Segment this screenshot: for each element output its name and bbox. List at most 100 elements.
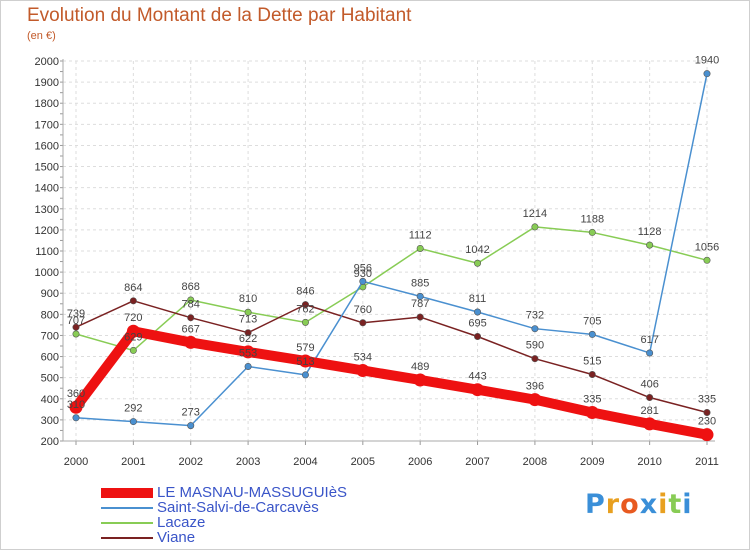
data-label: 335 [698, 394, 716, 406]
data-label: 707 [67, 315, 85, 327]
data-point [588, 370, 596, 378]
y-tick-label: 300 [41, 415, 59, 427]
data-label: 335 [583, 394, 601, 406]
data-point [244, 329, 252, 337]
x-tick-label: 2007 [465, 456, 489, 468]
y-tick-label: 2000 [35, 56, 59, 68]
data-label: 720 [124, 312, 142, 324]
data-label: 956 [354, 262, 372, 274]
y-tick-label: 1400 [35, 183, 59, 195]
x-tick-label: 2003 [236, 456, 260, 468]
x-tick-label: 2000 [64, 456, 88, 468]
data-label: 534 [354, 351, 372, 363]
data-label: 629 [124, 331, 142, 343]
data-point [474, 259, 482, 267]
data-label: 810 [239, 293, 257, 305]
data-point [588, 330, 596, 338]
data-point [129, 418, 137, 426]
logo-letter: i [658, 489, 669, 520]
data-point [646, 394, 654, 402]
data-point [528, 393, 542, 407]
data-point [359, 319, 367, 327]
data-label: 443 [468, 371, 486, 383]
data-label: 396 [526, 381, 544, 393]
data-label: 667 [182, 323, 200, 335]
y-tick-label: 1200 [35, 225, 59, 237]
data-point [703, 256, 711, 264]
data-label: 739 [67, 308, 85, 320]
data-point [588, 228, 596, 236]
data-label: 732 [526, 310, 544, 322]
data-point [129, 297, 137, 305]
y-tick-label: 400 [41, 394, 59, 406]
data-label: 310 [67, 399, 85, 411]
data-point [356, 363, 370, 377]
data-point [244, 362, 252, 370]
data-point [416, 244, 424, 252]
data-point [72, 330, 80, 338]
data-label: 1940 [695, 55, 719, 67]
data-label: 622 [239, 333, 257, 345]
series-line-0 [71, 326, 712, 440]
data-point [301, 301, 309, 309]
series-line-3 [75, 300, 708, 414]
logo-letter: x [639, 489, 659, 520]
data-point [69, 400, 83, 414]
y-tick-label: 1900 [35, 77, 59, 89]
data-point [703, 408, 711, 416]
data-point [72, 414, 80, 422]
data-label: 1214 [523, 208, 547, 220]
data-label: 868 [182, 281, 200, 293]
data-point [298, 354, 312, 368]
data-label: 1042 [465, 244, 489, 256]
chart-title: Evolution du Montant de la Dette par Hab… [27, 5, 412, 26]
y-tick-label: 1000 [35, 267, 59, 279]
data-point [646, 349, 654, 357]
data-point [244, 308, 252, 316]
data-point [531, 355, 539, 363]
logo-letter: P [585, 489, 606, 520]
y-tick-label: 700 [41, 330, 59, 342]
data-label: 787 [411, 298, 429, 310]
data-point [72, 323, 80, 331]
data-label: 489 [411, 361, 429, 373]
grid-lines [63, 60, 708, 442]
data-point [585, 406, 599, 419]
data-label: 406 [640, 379, 658, 391]
data-point [187, 422, 195, 430]
data-point [187, 296, 195, 304]
data-labels: 360 720 667 622 579 534 489 443 396 335 281 230 310 2… [67, 55, 719, 428]
data-point [301, 371, 309, 379]
data-point [474, 332, 482, 340]
data-point [126, 324, 140, 338]
data-label: 811 [469, 293, 487, 305]
data-point [646, 241, 654, 249]
axes: 200 300 400 500 600 700 800 900 1000 1100 1200 1300… [35, 56, 719, 468]
x-tick-label: 2002 [178, 456, 202, 468]
legend-label: Viane [157, 529, 196, 546]
x-tick-label: 2005 [351, 456, 375, 468]
data-label: 695 [468, 318, 486, 330]
data-label: 579 [296, 342, 314, 354]
chart-subtitle: (en €) [27, 30, 56, 42]
data-point [184, 335, 198, 349]
data-label: 230 [698, 416, 716, 428]
data-point [187, 314, 195, 322]
x-tick-label: 2009 [580, 456, 604, 468]
data-label: 515 [583, 356, 601, 368]
data-label: 1112 [409, 229, 432, 241]
y-tick-label: 500 [41, 373, 59, 385]
y-tick-label: 800 [41, 309, 59, 321]
data-label: 930 [354, 268, 372, 280]
data-point [359, 277, 367, 285]
data-label: 705 [583, 315, 601, 327]
y-tick-label: 1500 [35, 162, 59, 174]
data-point [703, 70, 711, 78]
data-point [700, 428, 714, 442]
logo-letter: o [620, 489, 640, 520]
y-tick-label: 1600 [35, 140, 59, 152]
data-label: 617 [640, 334, 658, 346]
series-line-2 [75, 226, 708, 352]
legend-swatch [101, 488, 153, 498]
